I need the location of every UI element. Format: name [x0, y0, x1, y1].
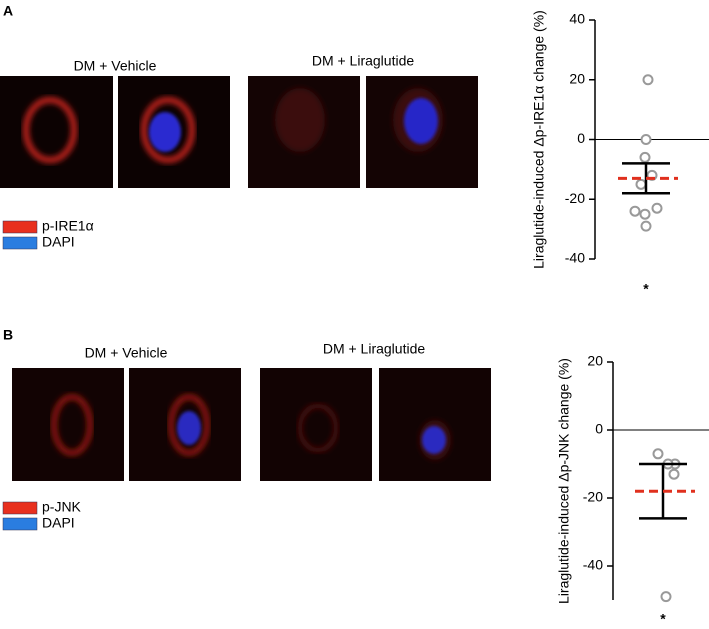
- micrograph: [0, 76, 113, 188]
- legend-swatch: [2, 501, 38, 515]
- y-axis-label: Liraglutide-induced Δp-JNK change (%): [556, 358, 572, 604]
- y-tick-label: 0: [577, 130, 585, 146]
- image-caption: DM + Vehicle: [74, 58, 157, 74]
- stain: [275, 88, 325, 152]
- nucleus: [404, 98, 438, 144]
- micrograph-group: [0, 76, 478, 188]
- y-tick-label: -40: [583, 557, 603, 573]
- y-tick-label: 20: [587, 353, 603, 369]
- data-point: [639, 151, 651, 163]
- image-caption: DM + Vehicle: [85, 345, 168, 361]
- y-tick-label: -20: [583, 489, 603, 505]
- y-axis-label: Liraglutide-induced Δp-IRE1α change (%): [531, 10, 547, 269]
- legend-swatch: [2, 236, 38, 250]
- nucleus: [177, 411, 201, 445]
- y-tick-label: -20: [565, 190, 585, 206]
- image-caption: DM + Liraglutide: [323, 341, 426, 357]
- data-point: [651, 202, 663, 214]
- data-point: [639, 208, 651, 220]
- panel-label: B: [3, 327, 13, 343]
- data-point: [660, 591, 672, 603]
- nucleus: [422, 426, 446, 454]
- y-tick-label: 40: [569, 11, 585, 27]
- stain: [23, 97, 77, 163]
- data-point: [629, 205, 641, 217]
- stain: [297, 403, 339, 453]
- legend-label: DAPI: [42, 234, 75, 250]
- data-point: [642, 74, 654, 86]
- data-point: [652, 448, 664, 460]
- image-caption: DM + Liraglutide: [312, 53, 415, 69]
- significance-mark: *: [643, 281, 649, 297]
- stain: [51, 394, 93, 456]
- stain: [168, 394, 210, 456]
- legend-label: DAPI: [42, 515, 75, 531]
- micrograph: [260, 368, 372, 481]
- stain: [141, 97, 195, 163]
- micrograph: [12, 368, 124, 481]
- data-point: [640, 220, 652, 232]
- legend-swatch: [2, 220, 38, 234]
- panel-label: A: [3, 3, 13, 19]
- y-tick-label: 0: [595, 421, 603, 437]
- micrograph-group: [12, 368, 491, 481]
- data-point: [668, 468, 680, 480]
- legend-swatch: [2, 517, 38, 531]
- significance-mark: *: [660, 611, 666, 624]
- legend-label: p-JNK: [42, 499, 82, 515]
- data-point: [635, 178, 647, 190]
- nucleus: [149, 112, 181, 152]
- data-point: [640, 134, 652, 145]
- y-tick-label: -40: [565, 250, 585, 266]
- legend-label: p-IRE1α: [42, 218, 94, 234]
- y-tick-label: 20: [569, 70, 585, 86]
